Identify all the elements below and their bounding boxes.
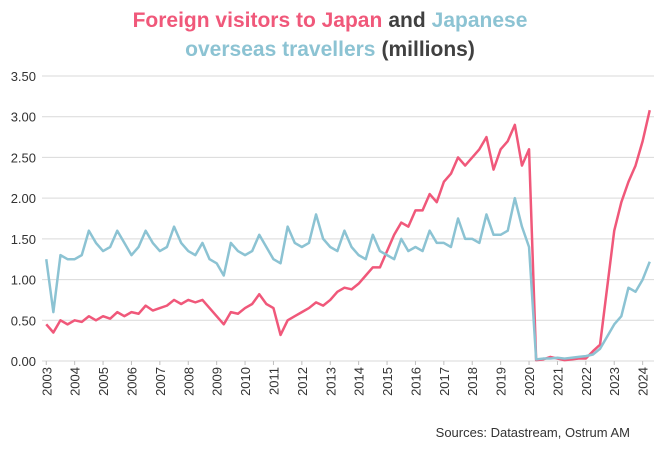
title-part: and: [388, 9, 425, 32]
x-tick-label: 2014: [352, 367, 367, 396]
x-tick-label: 2023: [607, 367, 622, 396]
x-tick-label: 2017: [437, 367, 452, 396]
series-line: [45, 109, 651, 362]
title-part: Japanese: [432, 9, 528, 32]
y-tick-label: 3.00: [11, 110, 36, 125]
y-tick-label: 2.00: [11, 191, 36, 206]
x-tick-label: 2008: [181, 367, 196, 396]
x-tick-label: 2011: [266, 367, 281, 395]
x-tick-label: 2004: [68, 367, 83, 396]
x-tick-label: 2007: [153, 367, 168, 396]
x-tick-label: 2009: [210, 367, 225, 396]
x-tick-label: 2020: [522, 367, 537, 396]
title-part: Foreign visitors to Japan: [133, 9, 383, 32]
x-tick-label: 2024: [636, 367, 651, 396]
y-tick-label: 1.00: [11, 273, 36, 288]
x-tick-label: 2016: [408, 367, 423, 396]
x-tick-label: 2013: [323, 367, 338, 396]
y-tick-label: 0.50: [11, 313, 36, 328]
x-tick-label: 2010: [238, 367, 253, 396]
x-tick-label: 2019: [494, 367, 509, 396]
x-tick-label: 2022: [579, 367, 594, 396]
x-tick-label: 2018: [465, 367, 480, 396]
x-tick-label: 2006: [124, 367, 139, 396]
source-note: Sources: Datastream, Ostrum AM: [436, 425, 630, 440]
series-line: [45, 196, 651, 361]
title-part: (millions): [381, 38, 474, 61]
y-tick-label: 0.00: [11, 354, 36, 369]
x-tick-label: 2005: [96, 367, 111, 396]
x-tick-label: 2003: [39, 367, 54, 396]
y-tick-label: 3.50: [11, 69, 36, 84]
chart-title: Foreign visitors to Japan and Japanese: [133, 9, 528, 32]
chart-title: overseas travellers (millions): [185, 38, 475, 61]
x-tick-label: 2021: [550, 367, 565, 396]
x-tick-label: 2012: [295, 367, 310, 396]
title-part: overseas travellers: [185, 38, 375, 61]
x-tick-label: 2015: [380, 367, 395, 396]
y-tick-label: 1.50: [11, 232, 36, 247]
y-tick-label: 2.50: [11, 150, 36, 165]
